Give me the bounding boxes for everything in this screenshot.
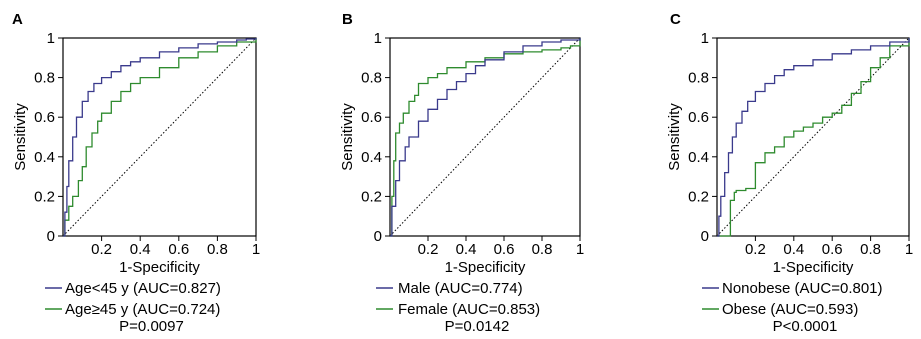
x-tick-label: 0.8: [207, 241, 228, 258]
legend-entry: Male (AUC=0.774): [398, 280, 523, 297]
x-tick-label: 0.6: [494, 241, 515, 258]
y-tick-label: 0: [374, 228, 382, 245]
reference-diagonal: [389, 37, 581, 237]
y-tick-label: 0: [701, 228, 709, 245]
y-tick-label: 0.4: [688, 149, 709, 166]
plot-frame: [389, 37, 581, 237]
p-value-label: P=0.0142: [445, 318, 510, 335]
x-tick-label: 0.8: [532, 241, 553, 258]
y-axis-label: Sensitivity: [666, 103, 683, 171]
y-tick-label: 0.2: [34, 188, 55, 205]
roc-chart-a: A 0 0.2 0.4 0.6 0.8 1 0.2 0.4 0.6 0.8 1 1-Specificit…: [12, 11, 260, 335]
x-tick-label: 0.8: [860, 241, 881, 258]
y-tick-label: 1: [701, 30, 709, 47]
y-tick-label: 0.2: [361, 188, 382, 205]
legend-entry: Female (AUC=0.853): [398, 301, 540, 318]
plot-frame: [716, 37, 910, 237]
roc-curve-secondary: [63, 38, 257, 237]
x-tick-label: 0.4: [130, 241, 151, 258]
roc-curve-primary: [63, 38, 257, 237]
roc-curve-primary: [717, 38, 910, 237]
x-tick-label: 0.6: [168, 241, 189, 258]
roc-curve-primary: [390, 38, 581, 237]
legend-entry: Age<45 y (AUC=0.827): [65, 280, 221, 297]
y-tick-label: 0.6: [688, 109, 709, 126]
y-tick-label: 1: [374, 30, 382, 47]
x-tick-label: 0.4: [783, 241, 804, 258]
reference-diagonal: [62, 37, 257, 237]
panel-label: C: [670, 11, 681, 28]
x-axis-label: 1-Specificity: [445, 259, 526, 276]
x-tick-label: 1: [576, 241, 584, 258]
y-tick-label: 0.2: [688, 188, 709, 205]
legend-entry: Nonobese (AUC=0.801): [722, 280, 883, 297]
x-axis-label: 1-Specificity: [119, 259, 200, 276]
y-tick-label: 0.8: [688, 70, 709, 87]
roc-curve-secondary: [390, 38, 581, 237]
y-tick-label: 0.6: [34, 109, 55, 126]
x-tick-label: 1: [905, 241, 913, 258]
x-tick-label: 0.4: [456, 241, 477, 258]
y-tick-label: 1: [47, 30, 55, 47]
y-axis-label: Sensitivity: [339, 103, 356, 171]
roc-panel-c: C 0 0.2 0.4 0.6 0.8 1 0.2 0.4 0.6 0.8 1 1-Specificit…: [614, 0, 921, 339]
roc-curve-secondary: [717, 38, 910, 237]
p-value-label: P=0.0097: [119, 318, 184, 335]
y-tick-label: 0.8: [34, 70, 55, 87]
roc-chart-c: C 0 0.2 0.4 0.6 0.8 1 0.2 0.4 0.6 0.8 1 1-Specificit…: [666, 11, 913, 335]
panel-label: A: [12, 11, 23, 28]
p-value-label: P<0.0001: [773, 318, 838, 335]
y-tick-label: 0.6: [361, 109, 382, 126]
roc-panel-a: A 0 0.2 0.4 0.6 0.8 1 0.2 0.4 0.6 0.8 1 1-Specificit…: [0, 0, 307, 339]
legend-entry: Obese (AUC=0.593): [722, 301, 858, 318]
y-tick-label: 0: [47, 228, 55, 245]
y-tick-label: 0.4: [34, 149, 55, 166]
x-tick-label: 0.6: [822, 241, 843, 258]
y-tick-label: 0.8: [361, 70, 382, 87]
roc-chart-b: B 0 0.2 0.4 0.6 0.8 1 0.2 0.4 0.6 0.8 1 1-Specificit…: [339, 11, 584, 335]
x-tick-label: 1: [252, 241, 260, 258]
y-tick-label: 0.4: [361, 149, 382, 166]
reference-diagonal: [716, 37, 910, 237]
x-tick-label: 0.2: [745, 241, 766, 258]
legend-entry: Age≥45 y (AUC=0.724): [65, 301, 220, 318]
y-axis-label: Sensitivity: [12, 103, 29, 171]
plot-frame: [62, 37, 257, 237]
panel-label: B: [342, 11, 353, 28]
x-tick-label: 0.2: [418, 241, 439, 258]
x-tick-label: 0.2: [91, 241, 112, 258]
roc-panel-b: B 0 0.2 0.4 0.6 0.8 1 0.2 0.4 0.6 0.8 1 1-Specificit…: [307, 0, 614, 339]
x-axis-label: 1-Specificity: [773, 259, 854, 276]
